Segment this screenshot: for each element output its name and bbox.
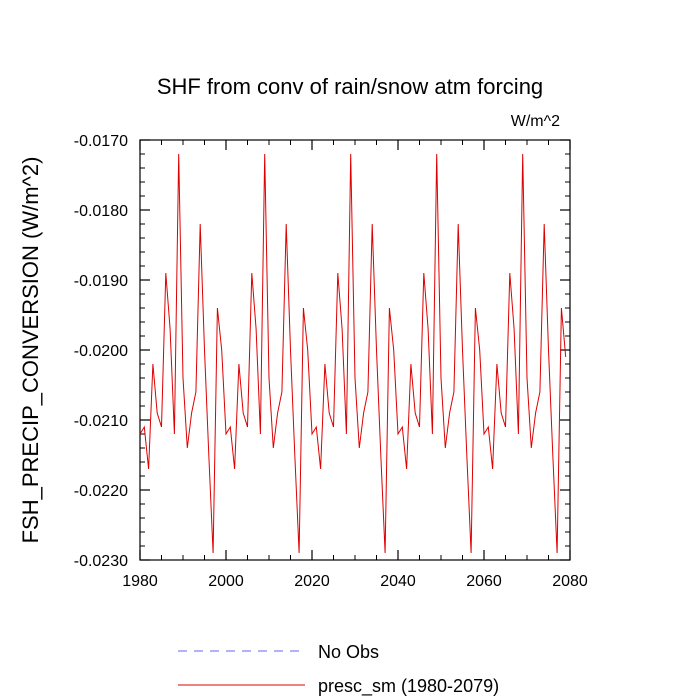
- series-layer: [139, 153, 567, 554]
- legend-label-presc-sm: presc_sm (1980-2079): [318, 676, 499, 697]
- legend: No Obs presc_sm (1980-2079): [178, 642, 499, 697]
- units-label: W/m^2: [511, 113, 560, 130]
- series-line-presc-sm: [139, 153, 567, 554]
- x-tick-label: 2060: [466, 573, 502, 590]
- x-tick-label: 2040: [380, 573, 416, 590]
- chart-title: SHF from conv of rain/snow atm forcing: [157, 74, 543, 99]
- x-tick-label: 2020: [294, 573, 330, 590]
- y-tick-label: -0.0180: [74, 203, 128, 220]
- y-tick-label: -0.0200: [74, 343, 128, 360]
- y-tick-label: -0.0170: [74, 133, 128, 150]
- y-tick-label: -0.0220: [74, 483, 128, 500]
- tick-labels: 1980 2000 2020 2040 2060 2080 -0.0170 -0.0180 -0…: [74, 133, 588, 590]
- y-tick-label: -0.0210: [74, 413, 128, 430]
- x-tick-label: 2000: [208, 573, 244, 590]
- x-tick-label: 1980: [122, 573, 158, 590]
- y-tick-label: -0.0190: [74, 273, 128, 290]
- tick-marks: [139, 139, 571, 561]
- y-tick-label: -0.0230: [74, 553, 128, 570]
- legend-label-no-obs: No Obs: [318, 642, 379, 662]
- y-axis-label: FSH_PRECIP_CONVERSION (W/m^2): [18, 157, 43, 544]
- x-tick-label: 2080: [552, 573, 588, 590]
